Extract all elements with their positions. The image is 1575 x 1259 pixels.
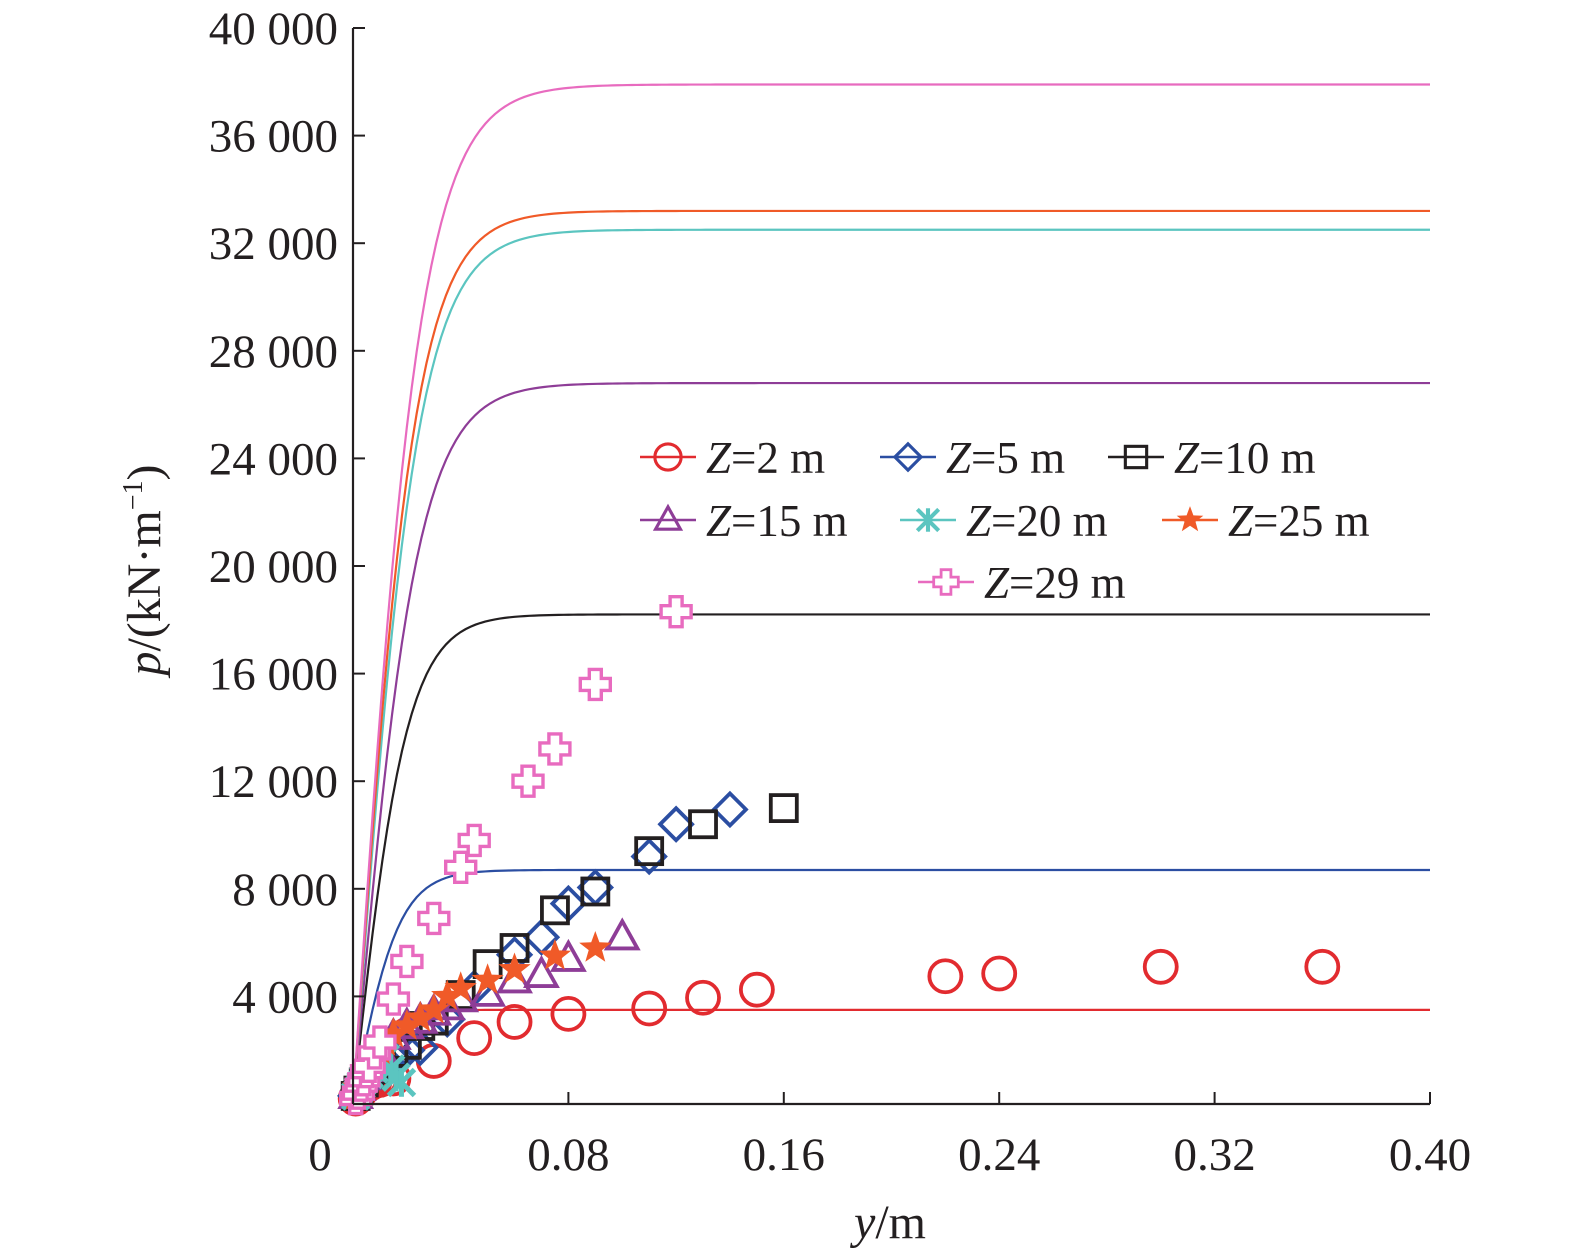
- data-point-asterisk: [915, 507, 941, 533]
- y-tick-label: 16 000: [209, 649, 338, 701]
- x-axis-label: y/m: [849, 1196, 926, 1249]
- data-point-cross: [390, 944, 424, 979]
- y-tick-label: 28 000: [209, 326, 338, 378]
- measured-points: [337, 595, 1341, 1117]
- legend-label: Z=25 m: [1228, 496, 1370, 546]
- data-point-square: [540, 895, 570, 926]
- data-point-cross: [659, 595, 693, 629]
- data-point-star: [404, 1000, 437, 1032]
- data-point-cross: [578, 667, 612, 702]
- data-point-diamond: [892, 441, 924, 473]
- curve-diamond: [351, 868, 1430, 1105]
- data-point-asterisk: [386, 1067, 417, 1098]
- x-tick-label: 0.40: [1389, 1129, 1471, 1181]
- data-point-circle: [653, 442, 683, 472]
- data-point-circle: [631, 990, 668, 1027]
- legend-entry: Z=20 m: [900, 496, 1108, 546]
- curve-square: [351, 613, 1430, 1105]
- data-point-circle: [981, 955, 1018, 992]
- data-point-cross: [444, 850, 478, 884]
- data-point-diamond: [630, 837, 668, 876]
- data-point-cross: [363, 1025, 397, 1059]
- data-point-circle: [927, 958, 964, 995]
- x-tick-label: 0.16: [743, 1129, 825, 1181]
- data-point-circle: [1304, 948, 1341, 985]
- axes: [351, 28, 1430, 1106]
- legend-entry: Z=25 m: [1162, 496, 1370, 546]
- legend-label: Z=20 m: [966, 496, 1108, 546]
- ticks: 4 000 8 000 12 000 16 000 20 000 24 000 28 000…: [209, 3, 1471, 1181]
- legend-entry: Z=29 m: [918, 558, 1126, 608]
- data-point-diamond: [657, 805, 695, 843]
- data-point-diamond: [401, 1028, 439, 1067]
- y-tick-label: 24 000: [209, 433, 338, 485]
- data-point-circle: [738, 971, 775, 1008]
- data-point-circle: [685, 979, 721, 1016]
- data-point-square: [634, 836, 665, 867]
- legend-entry: Z=15 m: [640, 496, 848, 546]
- data-point-cross: [376, 982, 411, 1016]
- y-tick-label: 36 000: [209, 111, 338, 163]
- data-point-circle: [550, 995, 587, 1032]
- y-axis-label: p/(kN·m−1): [118, 464, 171, 678]
- data-point-square: [768, 793, 799, 823]
- legend-label: Z=29 m: [984, 558, 1126, 608]
- data-point-star: [444, 971, 477, 1003]
- legend-label: Z=10 m: [1174, 433, 1316, 483]
- data-point-cross: [932, 568, 960, 596]
- y-tick-label: 40 000: [209, 3, 338, 55]
- data-point-star: [431, 979, 464, 1011]
- data-point-square: [688, 809, 718, 840]
- data-point-square: [1123, 444, 1149, 470]
- data-point-diamond: [522, 918, 561, 956]
- data-point-cross: [457, 823, 491, 858]
- x-tick-label: 0.32: [1173, 1129, 1255, 1181]
- y-tick-label: 32 000: [209, 218, 338, 270]
- data-point-circle: [456, 1020, 493, 1056]
- data-point-star: [471, 963, 504, 994]
- data-point-triangle: [652, 503, 684, 531]
- curve-triangle: [351, 381, 1430, 1105]
- legend-label: Z=15 m: [706, 496, 848, 546]
- y-tick-label: 12 000: [209, 756, 338, 808]
- legend-label: Z=5 m: [946, 433, 1065, 483]
- legend-label: Z=2 m: [706, 433, 825, 483]
- data-point-cross: [417, 901, 451, 936]
- model-curves: [351, 83, 1430, 1105]
- data-point-diamond: [711, 790, 749, 829]
- legend-entry: Z=2 m: [640, 433, 825, 483]
- data-point-triangle: [523, 954, 560, 988]
- legend: Z=2 m Z=5 m Z=10 m Z=15 m Z=20 m Z=25 m Z=29 m: [640, 433, 1370, 608]
- data-point-circle: [1142, 948, 1179, 985]
- curve-asterisk: [351, 228, 1430, 1105]
- data-point-star: [579, 931, 612, 962]
- curve-star: [351, 209, 1430, 1105]
- data-point-star: [390, 1009, 423, 1040]
- data-point-cross: [511, 764, 545, 798]
- data-point-star: [1176, 506, 1204, 532]
- data-point-star: [538, 939, 572, 970]
- data-point-star: [498, 952, 531, 984]
- y-tick-label: 20 000: [209, 541, 338, 593]
- data-point-square: [580, 876, 611, 907]
- legend-entry: Z=10 m: [1108, 433, 1316, 483]
- data-point-star: [377, 1017, 410, 1048]
- y-tick-label: 8 000: [232, 864, 338, 916]
- x-tick-label: 0.24: [958, 1129, 1040, 1181]
- data-point-cross: [538, 732, 572, 766]
- x-tick-label: 0: [308, 1129, 332, 1181]
- x-tick-label: 0.08: [527, 1129, 609, 1181]
- curve-cross: [351, 83, 1430, 1105]
- data-point-circle: [496, 1004, 533, 1040]
- data-point-star: [417, 992, 450, 1024]
- legend-entry: Z=5 m: [880, 433, 1065, 483]
- curve-circle: [351, 1008, 1430, 1105]
- y-tick-label: 4 000: [232, 971, 338, 1023]
- data-point-triangle: [603, 917, 641, 951]
